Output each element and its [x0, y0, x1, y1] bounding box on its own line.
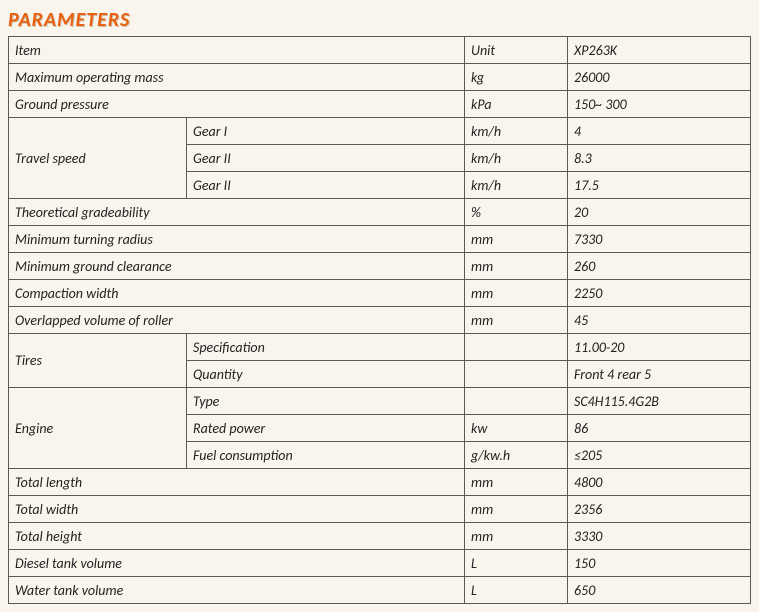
cell-value: 650 — [568, 577, 751, 604]
cell-value: 7330 — [568, 226, 751, 253]
table-row: Ground pressure kPa 150~ 300 — [9, 91, 751, 118]
cell-sub: Rated power — [187, 415, 465, 442]
cell-unit — [465, 361, 568, 388]
cell-unit: L — [465, 550, 568, 577]
table-row: Total width mm 2356 — [9, 496, 751, 523]
cell-unit: kw — [465, 415, 568, 442]
cell-item: Compaction width — [9, 280, 465, 307]
cell-value: 17.5 — [568, 172, 751, 199]
cell-item: Diesel tank volume — [9, 550, 465, 577]
table-row: Overlapped volume of roller mm 45 — [9, 307, 751, 334]
cell-sub: Specification — [187, 334, 465, 361]
cell-value: 3330 — [568, 523, 751, 550]
cell-unit: kPa — [465, 91, 568, 118]
cell-value: 86 — [568, 415, 751, 442]
cell-item: Total length — [9, 469, 465, 496]
cell-value: 20 — [568, 199, 751, 226]
cell-sub: Fuel consumption — [187, 442, 465, 469]
table-row: Water tank volume L 650 — [9, 577, 751, 604]
cell-value: 260 — [568, 253, 751, 280]
table-row: Diesel tank volume L 150 — [9, 550, 751, 577]
header-item: Item — [9, 37, 465, 64]
cell-value: 2250 — [568, 280, 751, 307]
table-row: Maximum operating mass kg 26000 — [9, 64, 751, 91]
cell-value: 2356 — [568, 496, 751, 523]
cell-unit — [465, 388, 568, 415]
cell-value: SC4H115.4G2B — [568, 388, 751, 415]
cell-unit: g/kw.h — [465, 442, 568, 469]
cell-item: Ground pressure — [9, 91, 465, 118]
table-header-row: Item Unit XP263K — [9, 37, 751, 64]
parameters-table: Item Unit XP263K Maximum operating mass … — [8, 36, 751, 604]
cell-unit: mm — [465, 523, 568, 550]
cell-unit: km/h — [465, 118, 568, 145]
cell-unit: mm — [465, 469, 568, 496]
cell-item: Total height — [9, 523, 465, 550]
cell-unit: km/h — [465, 172, 568, 199]
cell-item: Overlapped volume of roller — [9, 307, 465, 334]
cell-sub: Gear II — [187, 172, 465, 199]
cell-item: Minimum turning radius — [9, 226, 465, 253]
cell-sub: Type — [187, 388, 465, 415]
header-model: XP263K — [568, 37, 751, 64]
cell-sub: Gear II — [187, 145, 465, 172]
cell-value: 4800 — [568, 469, 751, 496]
cell-unit: kg — [465, 64, 568, 91]
cell-value: 4 — [568, 118, 751, 145]
table-row: Engine Type SC4H115.4G2B — [9, 388, 751, 415]
cell-group-label: Tires — [9, 334, 187, 388]
table-row: Total height mm 3330 — [9, 523, 751, 550]
cell-value: Front 4 rear 5 — [568, 361, 751, 388]
section-title: PARAMETERS — [8, 8, 751, 32]
cell-item: Maximum operating mass — [9, 64, 465, 91]
cell-sub: Gear I — [187, 118, 465, 145]
cell-sub: Quantity — [187, 361, 465, 388]
cell-unit: mm — [465, 496, 568, 523]
table-row: Minimum turning radius mm 7330 — [9, 226, 751, 253]
cell-unit: mm — [465, 253, 568, 280]
cell-unit: % — [465, 199, 568, 226]
cell-value: 11.00-20 — [568, 334, 751, 361]
cell-item: Theoretical gradeability — [9, 199, 465, 226]
cell-value: ≤205 — [568, 442, 751, 469]
cell-unit: km/h — [465, 145, 568, 172]
cell-unit: mm — [465, 226, 568, 253]
table-row: Tires Specification 11.00-20 — [9, 334, 751, 361]
cell-value: 150~ 300 — [568, 91, 751, 118]
header-unit: Unit — [465, 37, 568, 64]
cell-value: 26000 — [568, 64, 751, 91]
cell-unit — [465, 334, 568, 361]
cell-unit: L — [465, 577, 568, 604]
cell-item: Minimum ground clearance — [9, 253, 465, 280]
cell-group-label: Travel speed — [9, 118, 187, 199]
table-row: Travel speed Gear I km/h 4 — [9, 118, 751, 145]
cell-value: 150 — [568, 550, 751, 577]
cell-value: 45 — [568, 307, 751, 334]
cell-item: Water tank volume — [9, 577, 465, 604]
table-row: Compaction width mm 2250 — [9, 280, 751, 307]
cell-value: 8.3 — [568, 145, 751, 172]
table-row: Minimum ground clearance mm 260 — [9, 253, 751, 280]
table-row: Theoretical gradeability % 20 — [9, 199, 751, 226]
cell-unit: mm — [465, 280, 568, 307]
cell-unit: mm — [465, 307, 568, 334]
cell-item: Total width — [9, 496, 465, 523]
table-row: Total length mm 4800 — [9, 469, 751, 496]
cell-group-label: Engine — [9, 388, 187, 469]
